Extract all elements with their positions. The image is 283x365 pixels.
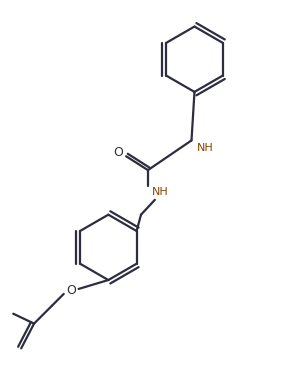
Text: NH: NH: [196, 143, 213, 153]
Text: O: O: [113, 146, 123, 159]
Text: O: O: [66, 284, 76, 297]
Text: NH: NH: [152, 187, 169, 197]
